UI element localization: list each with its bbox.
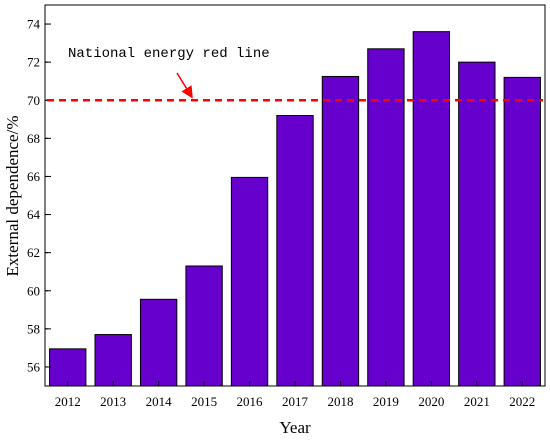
y-axis-ticks: 56 58 60 62 64 66 68 70 72 74 (27, 17, 51, 374)
x-tick-label-2016: 2016 (237, 394, 264, 409)
y-tick-label-70: 70 (27, 93, 40, 108)
x-tick-label-2019: 2019 (373, 394, 399, 409)
bar-2013 (94, 334, 132, 387)
annotation-arrow (176, 72, 193, 99)
y-axis-title: External dependence/% (3, 116, 22, 277)
bar-2022 (503, 76, 541, 387)
bar-2018 (321, 75, 360, 387)
x-tick-label-2017: 2017 (282, 394, 309, 409)
bar-2017 (276, 114, 314, 387)
y-tick-label-64: 64 (27, 207, 41, 222)
y-tick-label-56: 56 (27, 359, 41, 374)
x-tick-label-2012: 2012 (55, 394, 81, 409)
bars-group (49, 31, 541, 387)
x-tick-label-2013: 2013 (100, 394, 126, 409)
x-tick-label-2015: 2015 (191, 394, 217, 409)
x-tick-label-2021: 2021 (464, 394, 490, 409)
y-tick-label-66: 66 (27, 169, 41, 184)
bar-2015 (185, 265, 223, 387)
x-tick-label-2018: 2018 (327, 394, 353, 409)
y-tick-label-68: 68 (27, 131, 40, 146)
bar-2020 (412, 31, 451, 387)
y-tick-label-72: 72 (27, 55, 40, 70)
y-tick-label-74: 74 (27, 17, 41, 32)
x-tick-label-2020: 2020 (418, 394, 444, 409)
bar-2012 (49, 348, 87, 387)
y-tick-label-62: 62 (27, 245, 40, 260)
x-axis-ticks: 2012 2013 2014 2015 2016 2017 2018 2019 2020 2021… (55, 381, 535, 409)
x-tick-label-2014: 2014 (146, 394, 173, 409)
y-tick-label-58: 58 (27, 321, 40, 336)
reference-line-group: National energy red line (47, 46, 543, 102)
reference-line-label: National energy red line (68, 46, 270, 62)
x-axis-title: Year (279, 418, 311, 437)
bar-2014 (139, 298, 178, 387)
bar-2021 (458, 61, 496, 387)
bar-2016 (230, 176, 269, 387)
x-tick-label-2022: 2022 (509, 394, 535, 409)
y-tick-label-60: 60 (27, 283, 40, 298)
